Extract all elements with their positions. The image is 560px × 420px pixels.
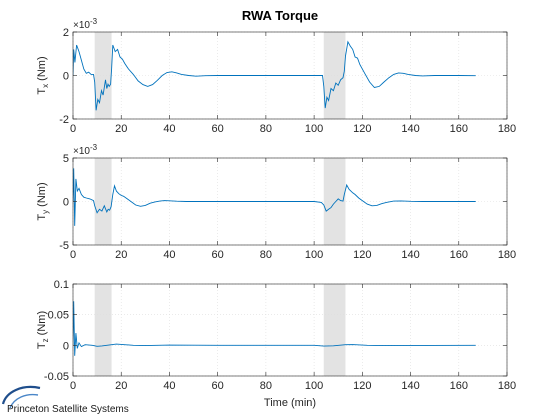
x-tick-label: 80 [260,380,272,392]
y-label-unit: (Nm) [36,56,48,84]
series-line-tz [73,301,476,356]
x-tick-label: 20 [115,380,127,392]
y-label-base: T [36,88,48,95]
x-tick-label: 60 [212,380,224,392]
y-label-subscript: y [41,210,50,214]
series-line-tx [73,40,476,111]
y-tick-label: 2 [63,27,69,39]
plot-area [73,284,507,376]
exponent-base: ×10 [73,146,90,157]
y-tick-label: 0 [63,197,69,209]
x-tick-label: 0 [70,123,76,135]
x-tick-label: 80 [260,123,272,135]
x-tick-label: 100 [305,249,323,261]
y-exponent-label: ×10-3 [73,143,98,157]
y-exponent-label: ×10-3 [73,17,98,31]
x-tick-label: 40 [163,380,175,392]
x-tick-label: 140 [401,123,419,135]
x-tick-label: 40 [163,123,175,135]
y-axis-label-tx: Tx (Nm) [36,56,50,94]
shaded-interval-2 [323,284,346,376]
y-label-base: T [36,214,48,221]
x-tick-label: 0 [70,380,76,392]
y-tick-label: -0.05 [44,371,69,383]
x-tick-label: 120 [353,123,371,135]
x-tick-label: 140 [401,380,419,392]
y-label-unit: (Nm) [36,182,48,210]
x-tick-label: 20 [115,123,127,135]
x-tick-label: 80 [260,249,272,261]
logo-swoosh-icon [1,385,41,405]
y-label-base: T [36,342,48,349]
subplot-tx: 0 20 40 60 80 100 120 140 160 180-202×10-3Tx (Nm) [36,17,516,135]
x-tick-label: 0 [70,249,76,261]
x-tick-label: 100 [305,123,323,135]
x-tick-label: 60 [212,123,224,135]
exponent-power: -3 [90,143,98,152]
x-tick-label: 180 [498,123,516,135]
y-label-unit: (Nm) [36,311,48,339]
chart-title: RWA Torque [242,8,318,23]
x-tick-label: 120 [353,380,371,392]
y-tick-label: 0.1 [54,279,69,291]
x-tick-label: 160 [450,123,468,135]
y-axis-label-tz: Tz (Nm) [36,311,50,349]
x-axis-label: Time (min) [264,397,316,409]
axes-box [72,283,508,377]
y-tick-label: 0 [63,71,69,83]
x-tick-label: 160 [450,249,468,261]
x-tick-label: 180 [498,249,516,261]
company-logo: Princeton Satellite Systems [1,385,129,415]
y-tick-label: 0.05 [48,310,69,322]
x-tick-label: 60 [212,249,224,261]
subplot-ty: 0 20 40 60 80 100 120 140 160 180-505×10-3Ty (Nm) [36,143,516,261]
subplot-tz: 0 20 40 60 80 100 120 140 160 180-0.0500.050.1Tz … [36,279,516,392]
shaded-interval-1 [94,284,112,376]
company-name: Princeton Satellite Systems [7,404,129,415]
x-tick-label: 160 [450,380,468,392]
exponent-base: ×10 [73,20,90,31]
x-tick-label: 140 [401,249,419,261]
series-line-ty [73,168,476,226]
y-tick-label: -2 [59,114,69,126]
y-label-subscript: z [41,338,50,342]
logo-swoosh-inner-icon [9,393,39,409]
x-tick-label: 40 [163,249,175,261]
y-axis-label-ty: Ty (Nm) [36,182,50,220]
y-label-subscript: x [41,84,50,88]
y-tick-label: 5 [63,153,69,165]
subplot-panels: 0 20 40 60 80 100 120 140 160 180-202×10-3Tx (Nm)… [36,17,516,392]
x-tick-label: 20 [115,249,127,261]
x-tick-label: 120 [353,249,371,261]
y-tick-label: -5 [59,240,69,252]
y-tick-label: 0 [63,340,69,352]
x-tick-label: 180 [498,380,516,392]
exponent-power: -3 [90,17,98,26]
x-tick-label: 100 [305,380,323,392]
